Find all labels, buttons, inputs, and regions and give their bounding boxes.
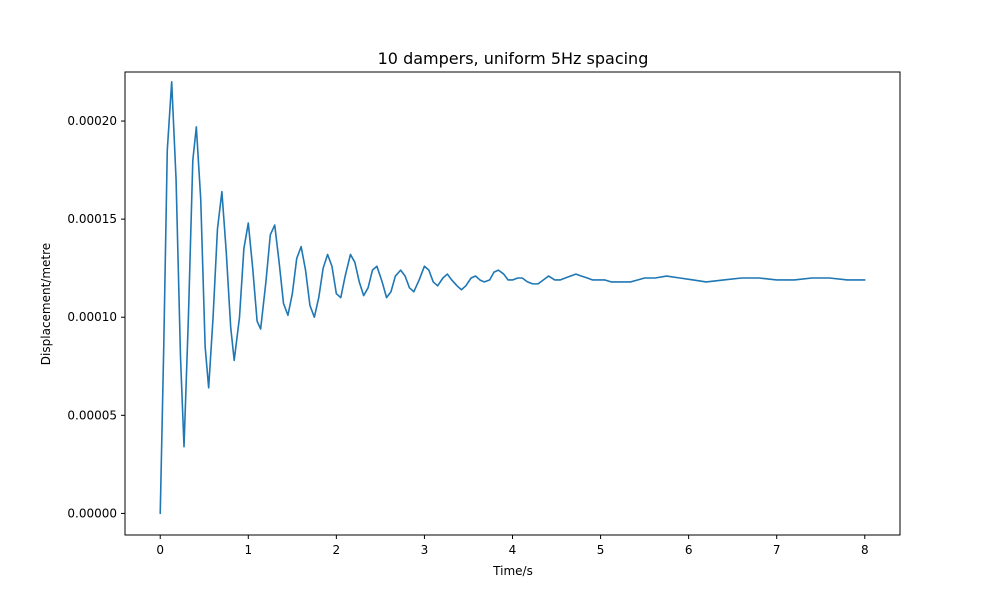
- y-axis: 0.00000 0.00005 0.00010 0.00015 0.00020: [67, 114, 125, 520]
- x-tick-label: 5: [597, 543, 605, 557]
- x-tick-label: 7: [773, 543, 781, 557]
- x-tick-label: 1: [244, 543, 252, 557]
- series-line-displacement: [159, 81, 866, 515]
- x-tick-label: 0: [156, 543, 164, 557]
- x-axis-label: Time/s: [492, 564, 533, 578]
- x-tick-label: 8: [861, 543, 869, 557]
- y-axis-label: Displacement/metre: [39, 243, 53, 365]
- chart-title: 10 dampers, uniform 5Hz spacing: [378, 49, 649, 68]
- x-tick-label: 2: [333, 543, 341, 557]
- x-tick-label: 4: [509, 543, 517, 557]
- y-tick-label: 0.00000: [67, 506, 117, 520]
- y-tick-label: 0.00020: [67, 114, 117, 128]
- x-tick-label: 6: [685, 543, 693, 557]
- y-tick-label: 0.00010: [67, 310, 117, 324]
- x-tick-label: 3: [421, 543, 429, 557]
- y-tick-label: 0.00015: [67, 212, 117, 226]
- y-tick-label: 0.00005: [67, 408, 117, 422]
- x-axis: 0 1 2 3 4 5 6 7 8: [156, 535, 869, 557]
